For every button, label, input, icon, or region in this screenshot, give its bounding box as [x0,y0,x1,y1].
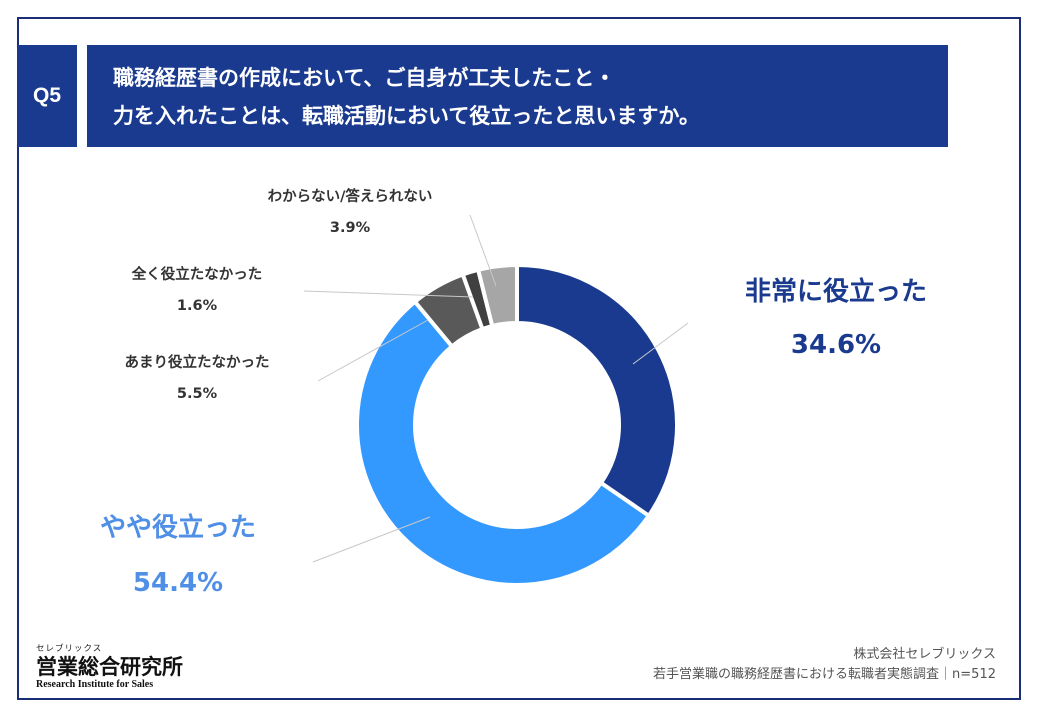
question-text-line1: 職務経歴書の作成において、ご自身が工夫したこと・ [113,66,616,90]
slice-label-2: やや役立った [100,512,256,543]
question-text-line2: 力を入れたことは、転職活動において役立ったと思いますか。 [113,104,700,128]
logo-kana: セレブリックス [36,644,103,654]
slice-value-label-1: 34.6% [791,330,881,360]
leader-line-1 [632,322,689,365]
slice-1 [515,262,679,519]
logo-title: 営業総合研究所 [36,654,183,679]
slice-value-label-4: 1.6% [177,298,218,314]
slice-label-3: あまり役立たなかった [125,353,270,371]
source-survey: 若手営業職の職務経歴書における転職者実態調査｜n=512 [653,667,996,682]
slice-value-label-5: 3.9% [330,220,371,236]
slice-value-label-2: 54.4% [133,568,223,598]
leader-line-3 [317,319,429,382]
slice-label-1: 非常に役立った [745,276,927,307]
question-banner: 職務経歴書の作成において、ご自身が工夫したこと・ 力を入れたことは、転職活動にお… [87,45,948,147]
question-number: Q5 [32,84,61,107]
slice-label-4: 全く役立たなかった [131,265,263,283]
leader-line-2 [312,516,431,563]
outer-frame [17,17,1021,700]
leader-line-5 [469,214,497,287]
slice-5 [475,262,519,329]
company-logo: セレブリックス 営業総合研究所 Research Institute for S… [32,642,222,694]
logo-subtitle: Research Institute for Sales [36,679,154,690]
source-company: 株式会社セレブリックス [853,647,996,662]
leader-line-4 [303,290,474,298]
source-note: 株式会社セレブリックス 若手営業職の職務経歴書における転職者実態調査｜n=512 [653,645,996,685]
slice-value-label-3: 5.5% [177,386,218,402]
question-number-badge: Q5 [17,45,77,147]
slice-2 [355,298,652,587]
slice-label-5: わからない/答えられない [268,187,433,205]
